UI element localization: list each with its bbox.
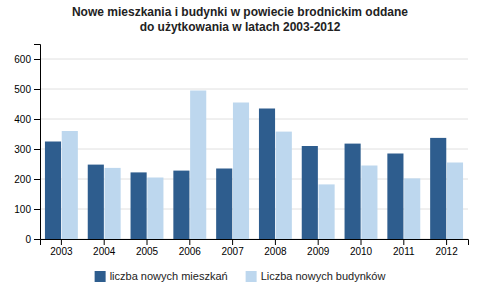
bar-series: [62, 91, 463, 240]
y-tick-label: 500: [14, 84, 31, 95]
x-tick-label: 2009: [307, 246, 330, 257]
x-tick-label: 2005: [136, 246, 159, 257]
x-tick-mark: [403, 239, 404, 245]
x-tick: 2011: [393, 239, 415, 257]
bar: [62, 131, 78, 239]
x-tick-mark: [275, 239, 276, 245]
title: Nowe mieszkania i budynki w powiecie bro…: [72, 5, 408, 34]
legend-item: liczba nowych mieszkań: [95, 270, 228, 282]
grid: [40, 59, 468, 239]
bar: [276, 132, 292, 239]
x-tick-mark: [189, 239, 190, 245]
grid-line: [40, 149, 468, 150]
x-tick-label: 2012: [435, 246, 458, 257]
bar: [319, 184, 335, 239]
y-tick-mark: [34, 89, 40, 90]
title-line: do użytkowania w latach 2003-2012: [140, 20, 341, 34]
x-tick-label: 2010: [350, 246, 373, 257]
legend-label: Liczba nowych budynków: [261, 270, 386, 282]
x-tick-mark: [61, 239, 62, 245]
bar: [430, 138, 446, 239]
legend-swatch: [246, 271, 257, 282]
bar: [259, 109, 275, 240]
x-tick: 2007: [221, 239, 244, 257]
x-tick: 2008: [264, 239, 287, 257]
y-tick: 200: [14, 174, 40, 185]
plot-area: 0100200300400500600200320042005200620072…: [14, 45, 468, 258]
x-tick: 2010: [350, 239, 373, 257]
bar: [105, 168, 121, 239]
bar: [45, 142, 61, 240]
bar: [387, 154, 403, 240]
y-tick-label: 600: [14, 54, 31, 65]
x-tick: 2005: [136, 239, 159, 257]
x-tick: 2009: [307, 239, 330, 257]
x-tick: 2012: [435, 239, 458, 257]
bar: [173, 171, 189, 239]
y-tick-mark: [34, 119, 40, 120]
bar: [447, 163, 463, 240]
x-tick-mark: [446, 239, 447, 245]
legend-label: liczba nowych mieszkań: [110, 270, 228, 282]
x-tick-label: 2006: [179, 246, 202, 257]
y-tick-label: 200: [14, 174, 31, 185]
title-line: Nowe mieszkania i budynki w powiecie bro…: [72, 5, 408, 19]
x-tick-label: 2011: [393, 246, 415, 257]
y-tick-mark: [34, 59, 40, 60]
bar: [147, 178, 163, 240]
bar: [190, 91, 206, 240]
chart-svg: Nowe mieszkania i budynki w powiecie bro…: [0, 0, 480, 289]
y-tick-mark: [34, 149, 40, 150]
x-tick-mark: [361, 239, 362, 245]
bars: [45, 91, 463, 240]
grid-line: [40, 179, 468, 180]
y-tick-label: 400: [14, 114, 31, 125]
y-tick-mark: [34, 239, 40, 240]
y-axis-line: [34, 45, 41, 240]
legend-swatch: [95, 271, 106, 282]
x-axis-line: [41, 240, 469, 246]
grid-line: [40, 209, 468, 210]
x-tick-label: 2003: [50, 246, 73, 257]
legend: liczba nowych mieszkań Liczba nowych budy…: [95, 270, 386, 282]
bar: [88, 165, 104, 239]
x-tick-mark: [147, 239, 148, 245]
x-tick: 2003: [50, 239, 73, 257]
grid-line: [40, 59, 468, 60]
y-tick: 500: [14, 84, 40, 95]
y-tick: 100: [14, 204, 40, 215]
bar: [233, 103, 249, 240]
x-tick-label: 2007: [221, 246, 244, 257]
x-tick-mark: [318, 239, 319, 245]
bar: [345, 144, 361, 239]
y-tick: 0: [25, 234, 40, 245]
bar: [302, 146, 318, 239]
chart-container: Nowe mieszkania i budynki w powiecie bro…: [0, 0, 480, 289]
bar: [361, 166, 377, 240]
x-tick: 2004: [93, 239, 116, 257]
bar: [216, 169, 232, 240]
grid-line: [40, 89, 468, 90]
x-tick-label: 2004: [93, 246, 116, 257]
x-tick: 2006: [179, 239, 202, 257]
legend-item: Liczba nowych budynków: [246, 270, 386, 282]
y-tick-mark: [34, 209, 40, 210]
y-tick: 600: [14, 54, 40, 65]
x-tick-mark: [104, 239, 105, 245]
y-tick-mark: [34, 179, 40, 180]
y-axis: 0 100 200 300 400 500 600: [14, 45, 40, 245]
bar: [404, 178, 420, 239]
y-tick: 300: [14, 144, 40, 155]
x-tick-mark: [232, 239, 233, 245]
y-tick: 400: [14, 114, 40, 125]
x-tick-label: 2008: [264, 246, 287, 257]
y-tick-label: 300: [14, 144, 31, 155]
grid-line: [40, 119, 468, 120]
y-tick-label: 100: [14, 204, 31, 215]
bar: [131, 172, 147, 239]
y-tick-label: 0: [25, 234, 31, 245]
x-axis: 2003 2004 2005 2006 2007 2008 2009 2010 2011 2012: [41, 239, 469, 257]
